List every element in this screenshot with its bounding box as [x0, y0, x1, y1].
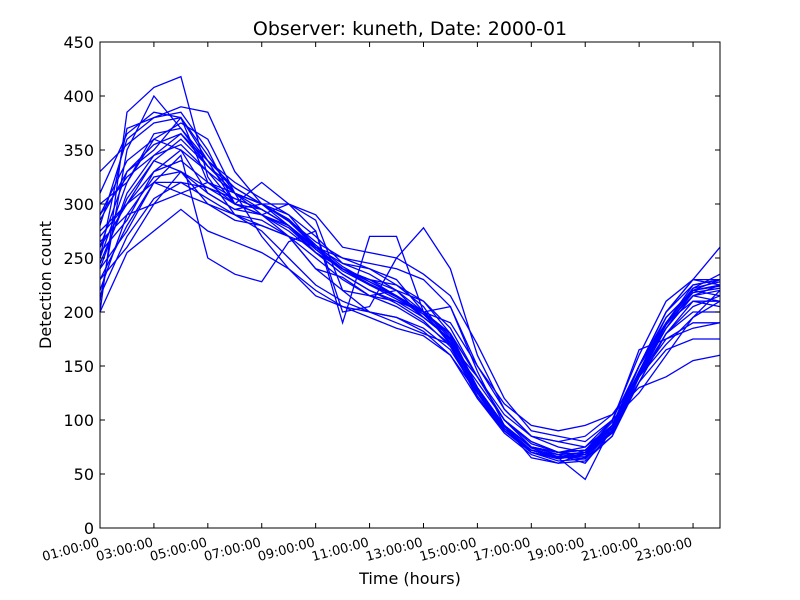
y-tick-label: 400: [63, 87, 94, 106]
series-group: [99, 75, 721, 481]
plot-frame: [99, 41, 721, 529]
series-line-22: [99, 170, 721, 432]
y-tick-label: 450: [63, 33, 94, 52]
series-line-25: [99, 159, 720, 443]
series-line-24: [99, 143, 720, 454]
y-tick-label: 0: [84, 519, 94, 538]
y-axis-label: Detection count: [36, 221, 55, 349]
series-line-19: [99, 181, 721, 464]
x-axis-label: Time (hours): [358, 569, 461, 588]
y-tick-label: 150: [63, 357, 94, 376]
y-axis: 0 50 100 150 200 250 300 350 400 450: [63, 33, 720, 538]
y-tick-label: 300: [63, 195, 94, 214]
y-tick-label: 350: [63, 141, 94, 160]
series-line-20: [99, 181, 720, 459]
y-tick-label: 50: [74, 465, 94, 484]
chart-title: Observer: kuneth, Date: 2000-01: [253, 18, 567, 40]
y-tick-label: 100: [63, 411, 94, 430]
y-tick-label: 250: [63, 249, 94, 268]
series-line-17: [99, 133, 721, 458]
y-tick-label: 200: [63, 303, 94, 322]
